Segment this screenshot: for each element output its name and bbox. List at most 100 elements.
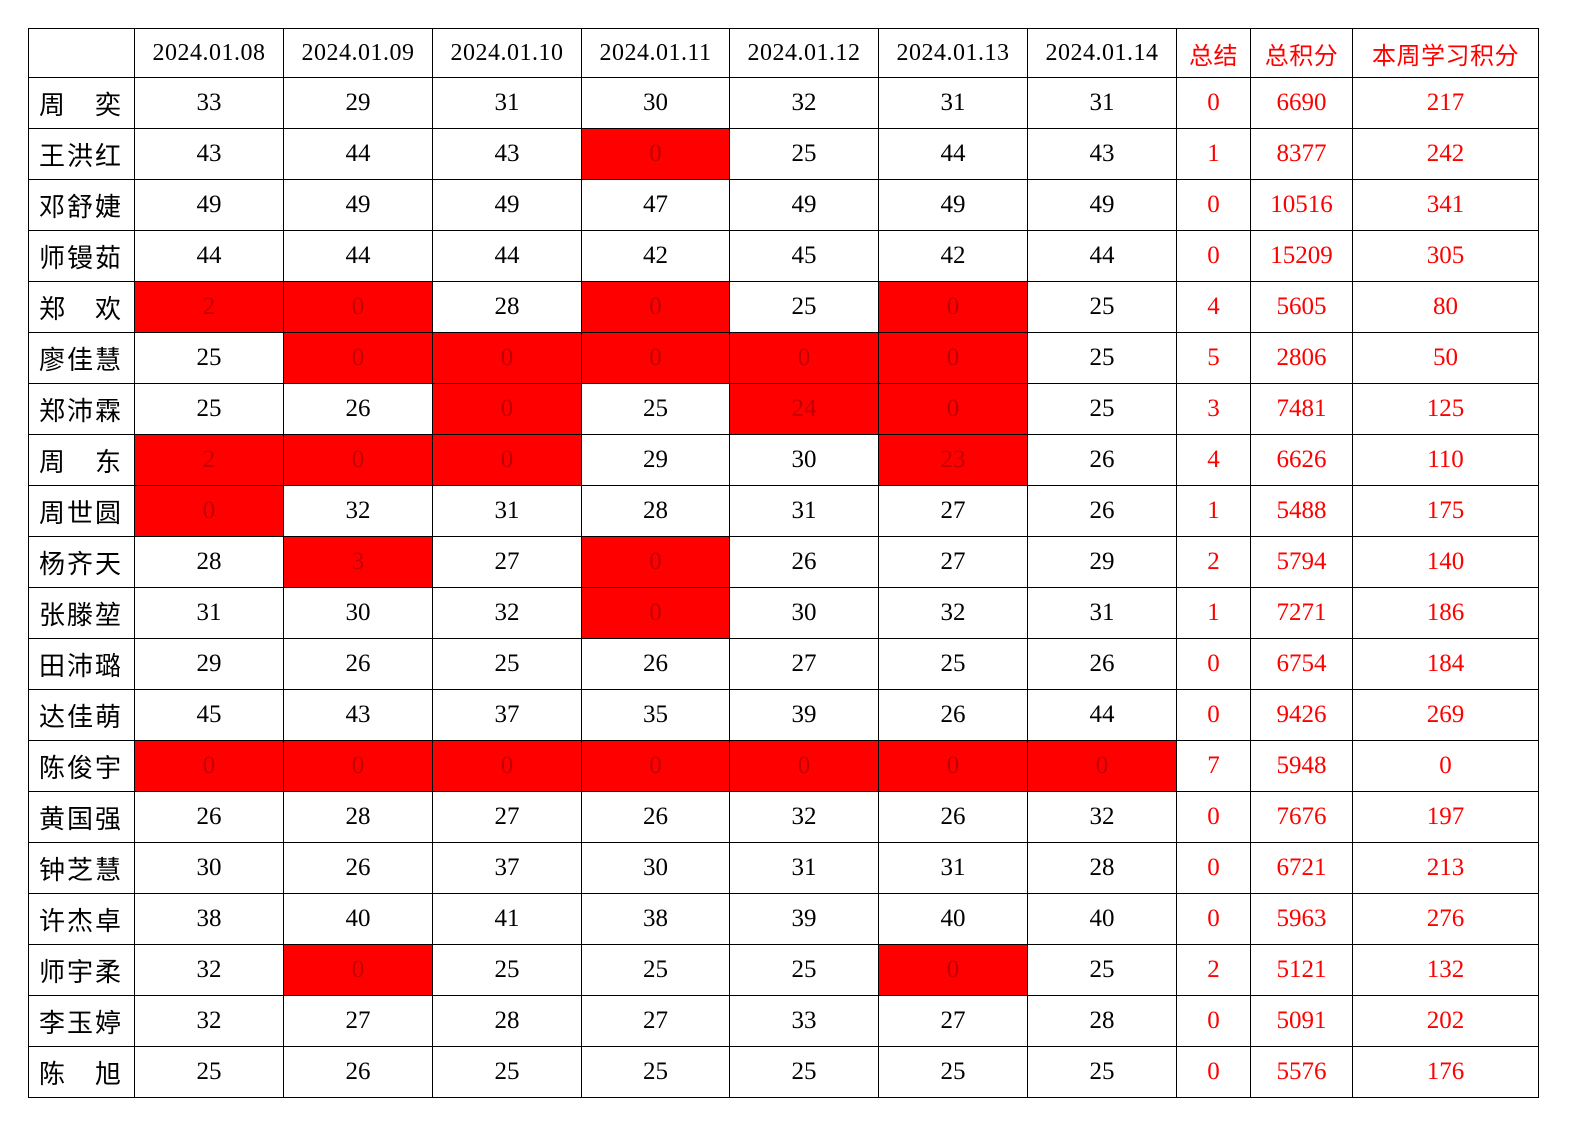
score-cell: 25 <box>1027 944 1177 996</box>
weekly-cell: 276 <box>1352 893 1539 945</box>
score-cell: 26 <box>283 383 433 435</box>
name-cell: 张滕堃 <box>28 587 135 639</box>
score-cell: 2 <box>134 281 284 333</box>
total-cell: 5963 <box>1250 893 1353 945</box>
score-cell: 41 <box>432 893 582 945</box>
total-cell: 5605 <box>1250 281 1353 333</box>
data-row: 师镘茹 44 44 44 42 45 42 44 0 15209 305 <box>28 230 1539 282</box>
data-row: 张滕堃 31 30 32 0 30 32 31 1 7271 186 <box>28 587 1539 639</box>
score-cell: 28 <box>581 485 730 537</box>
score-cell: 27 <box>729 638 879 690</box>
header-cell: 2024.01.12 <box>729 28 879 78</box>
score-cell: 27 <box>581 995 730 1047</box>
score-cell: 42 <box>581 230 730 282</box>
weekly-cell: 184 <box>1352 638 1539 690</box>
summary-cell: 0 <box>1176 1046 1251 1098</box>
header-cell: 本周学习积分 <box>1352 28 1539 78</box>
weekly-cell: 213 <box>1352 842 1539 894</box>
score-cell: 28 <box>432 281 582 333</box>
score-cell: 44 <box>878 128 1028 180</box>
score-cell: 25 <box>878 638 1028 690</box>
score-cell: 31 <box>878 77 1028 129</box>
score-cell: 27 <box>878 485 1028 537</box>
header-cell: 总结 <box>1176 28 1251 78</box>
total-cell: 5576 <box>1250 1046 1353 1098</box>
total-cell: 6626 <box>1250 434 1353 486</box>
score-cell: 42 <box>878 230 1028 282</box>
score-cell: 40 <box>1027 893 1177 945</box>
score-cell: 26 <box>1027 485 1177 537</box>
score-cell: 39 <box>729 689 879 741</box>
score-cell: 28 <box>1027 842 1177 894</box>
score-cell: 0 <box>878 740 1028 792</box>
score-cell: 31 <box>729 842 879 894</box>
total-cell: 7271 <box>1250 587 1353 639</box>
total-cell: 7481 <box>1250 383 1353 435</box>
data-row: 许杰卓 38 40 41 38 39 40 40 0 5963 276 <box>28 893 1539 945</box>
score-cell: 27 <box>432 791 582 843</box>
weekly-cell: 132 <box>1352 944 1539 996</box>
score-cell: 2 <box>134 434 284 486</box>
score-cell: 32 <box>432 587 582 639</box>
score-cell: 29 <box>283 77 433 129</box>
weekly-cell: 176 <box>1352 1046 1539 1098</box>
summary-cell: 0 <box>1176 230 1251 282</box>
data-row: 周 东 2 0 0 29 30 23 26 4 6626 110 <box>28 434 1539 486</box>
score-cell: 25 <box>729 944 879 996</box>
summary-cell: 3 <box>1176 383 1251 435</box>
score-cell: 37 <box>432 842 582 894</box>
score-cell: 38 <box>134 893 284 945</box>
name-cell: 达佳萌 <box>28 689 135 741</box>
score-cell: 26 <box>1027 434 1177 486</box>
score-cell: 0 <box>134 485 284 537</box>
weekly-cell: 341 <box>1352 179 1539 231</box>
weekly-cell: 217 <box>1352 77 1539 129</box>
score-cell: 25 <box>729 281 879 333</box>
total-cell: 5488 <box>1250 485 1353 537</box>
name-cell: 郑 欢 <box>28 281 135 333</box>
score-cell: 30 <box>729 587 879 639</box>
data-row: 李玉婷 32 27 28 27 33 27 28 0 5091 202 <box>28 995 1539 1047</box>
score-cell: 0 <box>283 944 433 996</box>
summary-cell: 2 <box>1176 536 1251 588</box>
score-cell: 40 <box>878 893 1028 945</box>
score-cell: 26 <box>878 791 1028 843</box>
score-cell: 0 <box>729 740 879 792</box>
data-row: 邓舒婕 49 49 49 47 49 49 49 0 10516 341 <box>28 179 1539 231</box>
total-cell: 5948 <box>1250 740 1353 792</box>
score-cell: 0 <box>283 434 433 486</box>
score-cell: 25 <box>729 128 879 180</box>
data-row: 周 奕 33 29 31 30 32 31 31 0 6690 217 <box>28 77 1539 129</box>
score-cell: 26 <box>581 791 730 843</box>
score-cell: 0 <box>581 587 730 639</box>
score-cell: 0 <box>283 332 433 384</box>
summary-cell: 0 <box>1176 893 1251 945</box>
weekly-cell: 202 <box>1352 995 1539 1047</box>
score-cell: 25 <box>134 1046 284 1098</box>
data-row: 杨齐天 28 3 27 0 26 27 29 2 5794 140 <box>28 536 1539 588</box>
summary-cell: 0 <box>1176 995 1251 1047</box>
score-cell: 0 <box>581 536 730 588</box>
data-row: 师宇柔 32 0 25 25 25 0 25 2 5121 132 <box>28 944 1539 996</box>
total-cell: 6690 <box>1250 77 1353 129</box>
score-cell: 49 <box>729 179 879 231</box>
score-table: 2024.01.08 2024.01.09 2024.01.10 2024.01.11… <box>28 28 1539 1098</box>
summary-cell: 5 <box>1176 332 1251 384</box>
score-cell: 25 <box>1027 1046 1177 1098</box>
score-cell: 24 <box>729 383 879 435</box>
header-cell: 2024.01.10 <box>432 28 582 78</box>
score-cell: 25 <box>729 1046 879 1098</box>
header-cell: 总积分 <box>1250 28 1353 78</box>
total-cell: 6754 <box>1250 638 1353 690</box>
name-cell: 陈俊宇 <box>28 740 135 792</box>
score-cell: 31 <box>1027 587 1177 639</box>
score-cell: 44 <box>1027 230 1177 282</box>
score-cell: 49 <box>432 179 582 231</box>
score-cell: 32 <box>729 77 879 129</box>
weekly-cell: 50 <box>1352 332 1539 384</box>
score-cell: 28 <box>134 536 284 588</box>
score-cell: 28 <box>283 791 433 843</box>
score-cell: 49 <box>283 179 433 231</box>
header-cell: 2024.01.14 <box>1027 28 1177 78</box>
summary-cell: 0 <box>1176 689 1251 741</box>
